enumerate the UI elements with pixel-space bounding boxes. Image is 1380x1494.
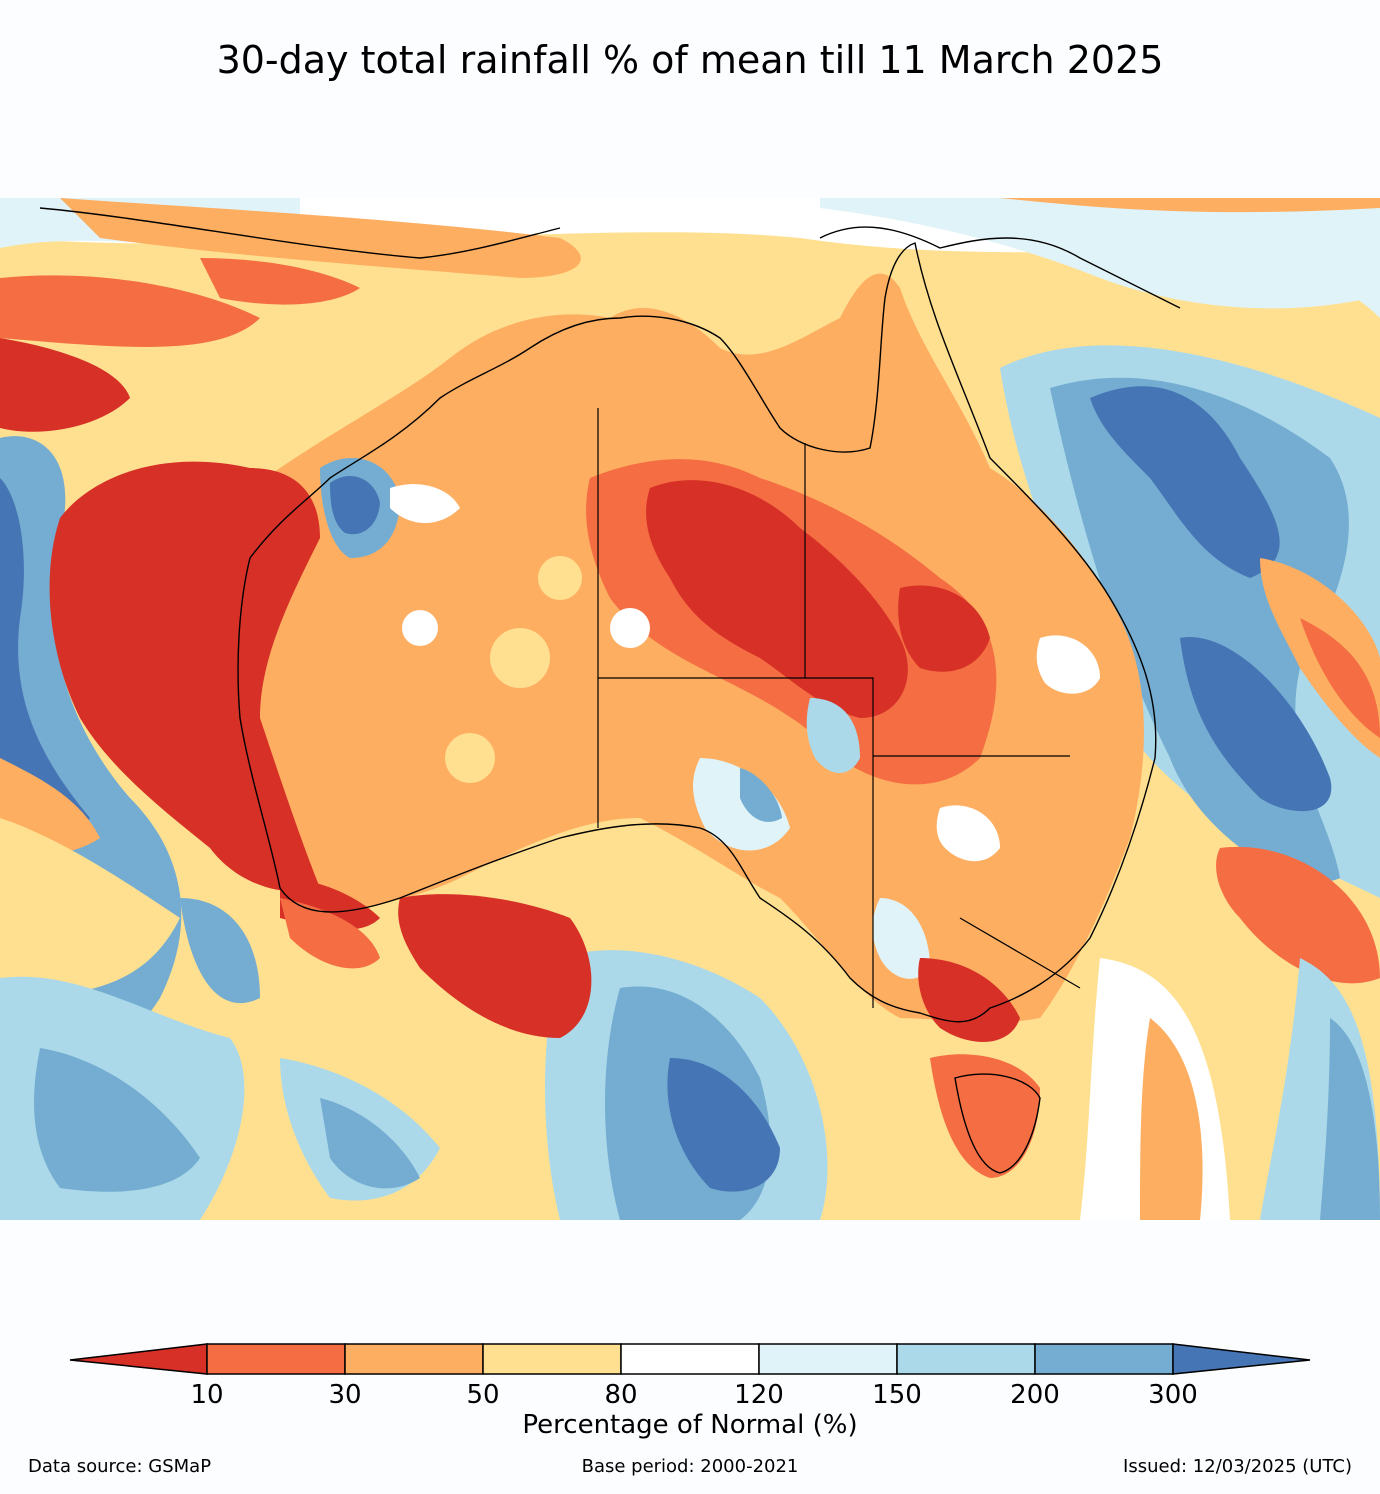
- colorbar-tick-80: 80: [604, 1380, 638, 1410]
- data-source: Data source: GSMaP: [28, 1456, 212, 1477]
- australia-shading: [49, 273, 1144, 1178]
- tasmania-coastline: [954, 1073, 1041, 1174]
- colorbar-segment-200-300: [1034, 1343, 1174, 1375]
- colorbar-segment-120-150: [758, 1343, 898, 1375]
- indonesia-coastline: [39, 207, 561, 259]
- coastlines: [39, 207, 1181, 1174]
- colorbar-segment-10-30: [206, 1343, 346, 1375]
- rainfall-map: [0, 198, 1380, 1220]
- northern-islands-shading: [60, 198, 1380, 309]
- base-period: Base period: 2000-2021: [581, 1456, 799, 1477]
- colorbar-tick-120: 120: [734, 1380, 784, 1410]
- state-borders: [597, 408, 1081, 1008]
- colorbar-tick-50: 50: [466, 1380, 500, 1410]
- colorbar-tick-30: 30: [328, 1380, 362, 1410]
- colorbar-low-extend: [69, 1343, 208, 1375]
- new-guinea-coastline: [819, 226, 1181, 309]
- colorbar-tick-10: 10: [190, 1380, 224, 1410]
- colorbar-segment-30-50: [344, 1343, 484, 1375]
- colorbar-segment-80-120: [620, 1343, 760, 1375]
- colorbar: [69, 1343, 1311, 1375]
- colorbar-label: Percentage of Normal (%): [522, 1410, 858, 1440]
- colorbar-tick-200: 200: [1010, 1380, 1060, 1410]
- colorbar-segment-150-200: [896, 1343, 1036, 1375]
- colorbar-high-extend: [1172, 1343, 1311, 1375]
- colorbar-tick-300: 300: [1148, 1380, 1198, 1410]
- map-title: 30-day total rainfall % of mean till 11 …: [216, 38, 1164, 82]
- australia-coastline: [237, 242, 1157, 1023]
- colorbar-segment-50-80: [482, 1343, 622, 1375]
- issued-date: Issued: 12/03/2025 (UTC): [1123, 1456, 1352, 1477]
- colorbar-tick-150: 150: [872, 1380, 922, 1410]
